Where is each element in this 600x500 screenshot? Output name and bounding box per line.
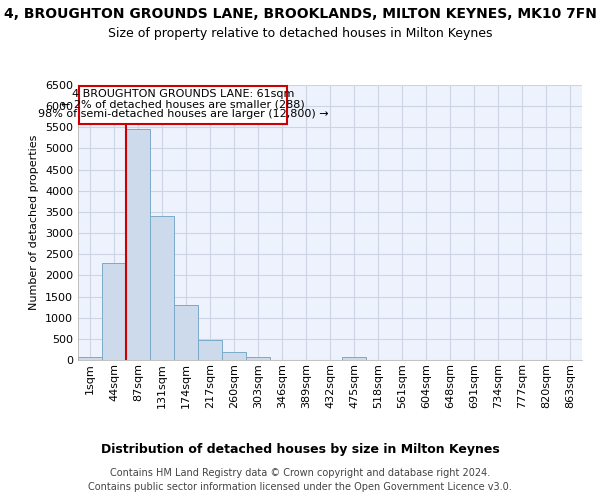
Text: ← 2% of detached houses are smaller (288): ← 2% of detached houses are smaller (288…	[61, 100, 305, 110]
Bar	[126, 130, 150, 360]
Text: 98% of semi-detached houses are larger (12,800) →: 98% of semi-detached houses are larger (…	[38, 110, 328, 120]
Bar	[222, 352, 246, 360]
Bar	[198, 340, 222, 360]
Text: Contains HM Land Registry data © Crown copyright and database right 2024.
Contai: Contains HM Land Registry data © Crown c…	[88, 468, 512, 492]
Bar	[246, 356, 270, 360]
Bar	[174, 305, 198, 360]
Bar	[102, 262, 126, 360]
Text: 4 BROUGHTON GROUNDS LANE: 61sqm: 4 BROUGHTON GROUNDS LANE: 61sqm	[72, 89, 294, 99]
Text: Size of property relative to detached houses in Milton Keynes: Size of property relative to detached ho…	[108, 28, 492, 40]
Y-axis label: Number of detached properties: Number of detached properties	[29, 135, 40, 310]
Bar	[150, 216, 174, 360]
Bar	[78, 357, 102, 360]
FancyBboxPatch shape	[79, 86, 287, 124]
Text: 4, BROUGHTON GROUNDS LANE, BROOKLANDS, MILTON KEYNES, MK10 7FN: 4, BROUGHTON GROUNDS LANE, BROOKLANDS, M…	[4, 8, 596, 22]
Bar	[342, 357, 366, 360]
Text: Distribution of detached houses by size in Milton Keynes: Distribution of detached houses by size …	[101, 442, 499, 456]
